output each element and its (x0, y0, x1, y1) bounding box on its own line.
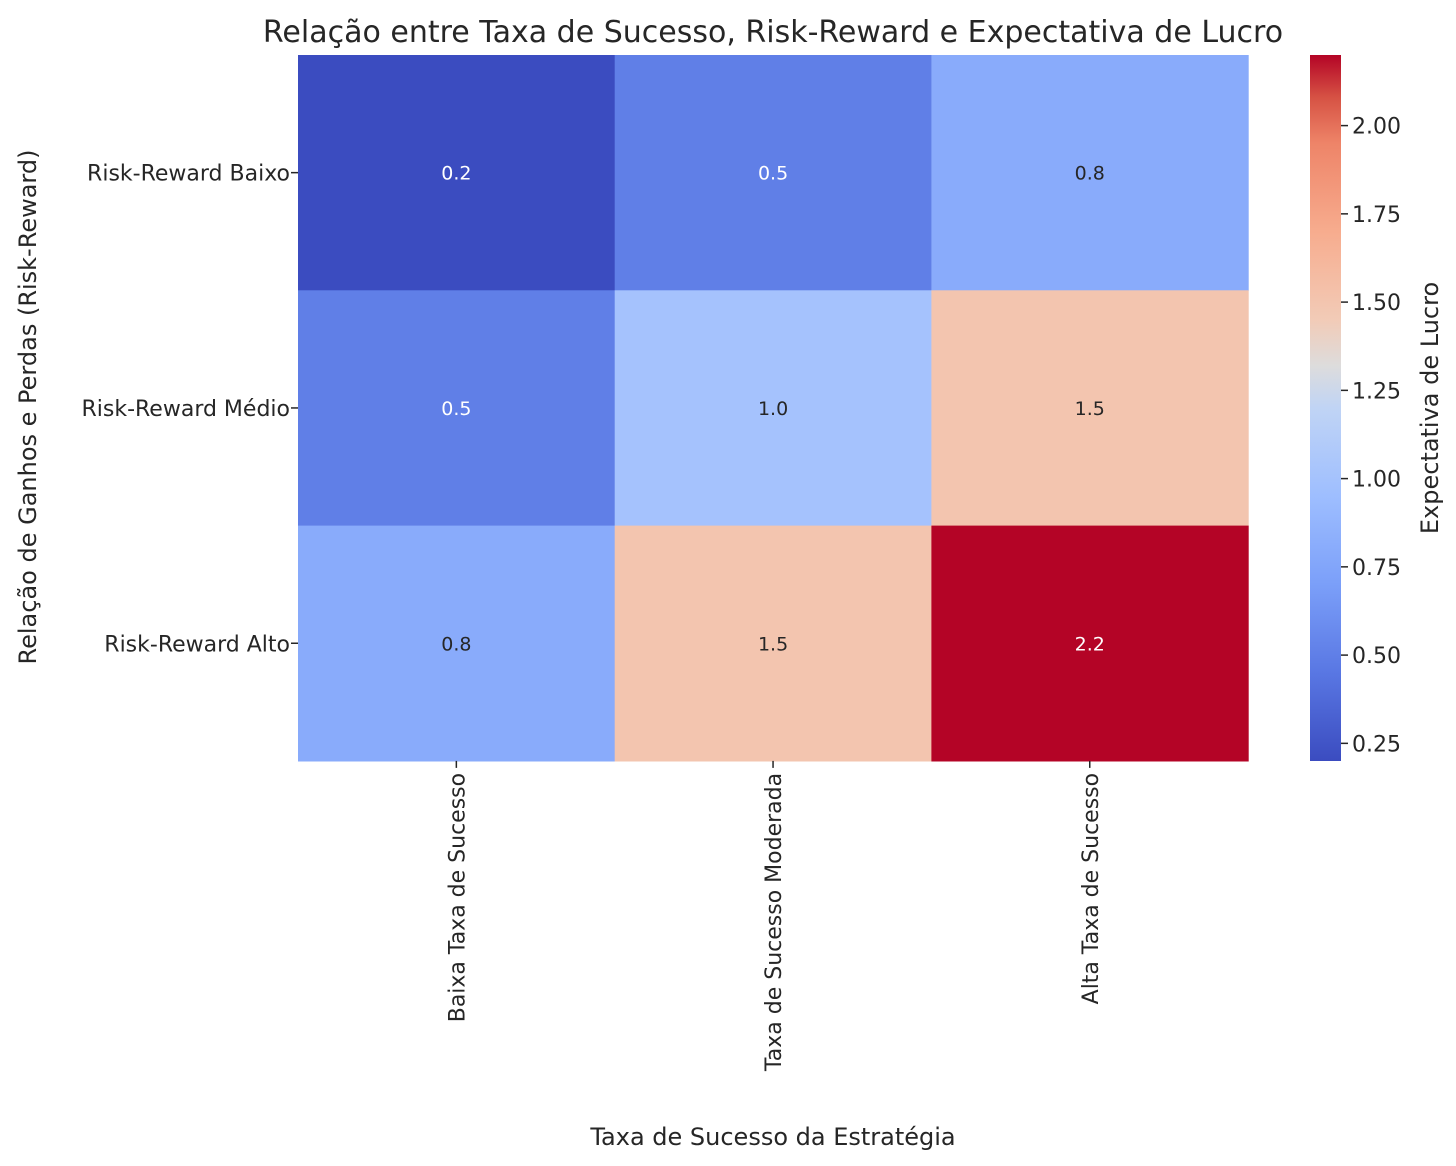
colorbar-tick-label: 0.75 (1352, 556, 1401, 581)
y-axis-ticks: Risk-Reward Baixo Risk-Reward Médio Risk-R… (81, 162, 298, 657)
colorbar-tick-label: 0.25 (1352, 732, 1401, 757)
heatmap-cells: 0.2 0.5 0.8 0.5 1.0 1.5 0.8 1.5 2.2 (298, 55, 1249, 762)
x-tick-label: Baixa Taxa de Sucesso (445, 773, 470, 1022)
chart-title: Relação entre Taxa de Sucesso, Risk-Rewa… (263, 15, 1283, 50)
heatmap-cell (298, 525, 616, 762)
colorbar-gradient (1310, 55, 1341, 761)
colorbar-tick-label: 1.00 (1352, 468, 1401, 493)
y-axis-label: Relação de Ganhos e Perdas (Risk-Reward) (14, 150, 42, 665)
cell-value-label: 1.5 (758, 633, 788, 655)
heatmap-cell (614, 55, 932, 291)
y-tick-label: Risk-Reward Médio (81, 397, 290, 422)
colorbar-tick-label: 2.00 (1352, 115, 1401, 140)
cell-value-label: 1.0 (758, 398, 788, 420)
cell-value-label: 0.5 (758, 163, 788, 185)
cell-value-label: 2.2 (1075, 633, 1105, 655)
heatmap-cell (298, 55, 616, 291)
cell-value-label: 0.5 (441, 398, 471, 420)
cell-value-label: 1.5 (1075, 398, 1105, 420)
cell-value-label: 0.2 (441, 163, 471, 185)
colorbar-tick-label: 1.50 (1352, 291, 1401, 316)
heatmap-cell (298, 290, 616, 527)
heatmap-cell (614, 290, 932, 527)
heatmap-cell (931, 525, 1249, 762)
heatmap-cell (614, 525, 932, 762)
x-tick-label: Alta Taxa de Sucesso (1079, 773, 1104, 1004)
heatmap-cell (931, 290, 1249, 527)
x-axis-label: Taxa de Sucesso da Estratégia (589, 1123, 955, 1151)
colorbar-label: Expectativa de Lucro (1416, 282, 1444, 534)
colorbar-tick-label: 0.50 (1352, 644, 1401, 669)
colorbar-tick-label: 1.25 (1352, 379, 1401, 404)
colorbar-ticks: 0.25 0.50 0.75 1.00 1.25 1.50 1.75 2.00 (1341, 115, 1401, 757)
cell-value-label: 0.8 (441, 633, 471, 655)
colorbar: 0.25 0.50 0.75 1.00 1.25 1.50 1.75 2.00 Expecta… (1310, 55, 1444, 761)
y-tick-label: Risk-Reward Alto (104, 632, 290, 657)
cell-value-label: 0.8 (1075, 163, 1105, 185)
x-tick-label: Taxa de Sucesso Moderada (762, 773, 787, 1072)
heatmap-cell (931, 55, 1249, 291)
x-axis-ticks: Baixa Taxa de Sucesso Taxa de Sucesso Mod… (445, 760, 1104, 1072)
colorbar-tick-label: 1.75 (1352, 203, 1401, 228)
y-tick-label: Risk-Reward Baixo (87, 162, 290, 187)
